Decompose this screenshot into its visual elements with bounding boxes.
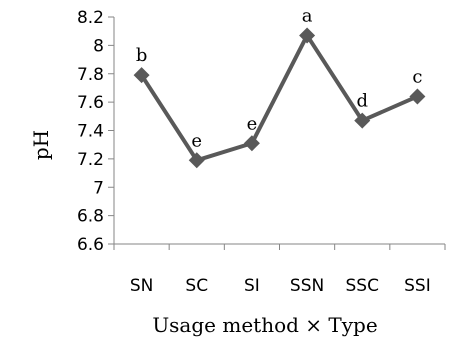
x-tick-label: SC [185,276,208,296]
x-tick-label: SSC [346,276,379,296]
series-layer [133,27,426,169]
data-point-marker [133,67,150,84]
significance-label: b [136,45,148,66]
data-point-marker [243,135,260,152]
x-tick-label: SN [130,276,154,296]
y-tick-label: 7.8 [77,65,104,85]
y-tick-label: 7.2 [77,150,104,170]
y-tick-label: 7.4 [77,122,104,142]
significance-label: c [412,66,422,87]
y-tick-label: 8.2 [77,8,104,28]
data-point-marker [188,152,205,169]
data-point-marker [409,88,426,105]
series-line [139,33,419,163]
x-tick-label: SI [244,276,260,296]
significance-label: a [302,5,313,26]
significance-label: e [247,113,258,134]
significance-label: d [356,91,368,112]
y-axis: 8.2 8 7.8 7.6 7.4 7.2 7 6.8 6.6 [77,8,115,255]
y-tick-label: 7 [93,178,104,198]
y-tick-label: 6.8 [77,207,104,227]
data-point-marker [299,27,316,44]
significance-label: e [191,130,202,151]
x-axis-title: Usage method × Type [152,313,377,337]
y-tick-label: 8 [93,36,104,56]
x-tick-label: SSN [290,276,324,296]
significance-labels: b e e a d c [136,5,423,151]
data-point-marker [354,112,371,129]
y-tick-label: 6.6 [77,235,104,255]
y-axis-title: pH [29,130,53,160]
x-tick-label: SSI [404,276,431,296]
x-axis: SN SC SI SSN SSC SSI [113,243,446,296]
y-tick-label: 7.6 [77,93,104,113]
